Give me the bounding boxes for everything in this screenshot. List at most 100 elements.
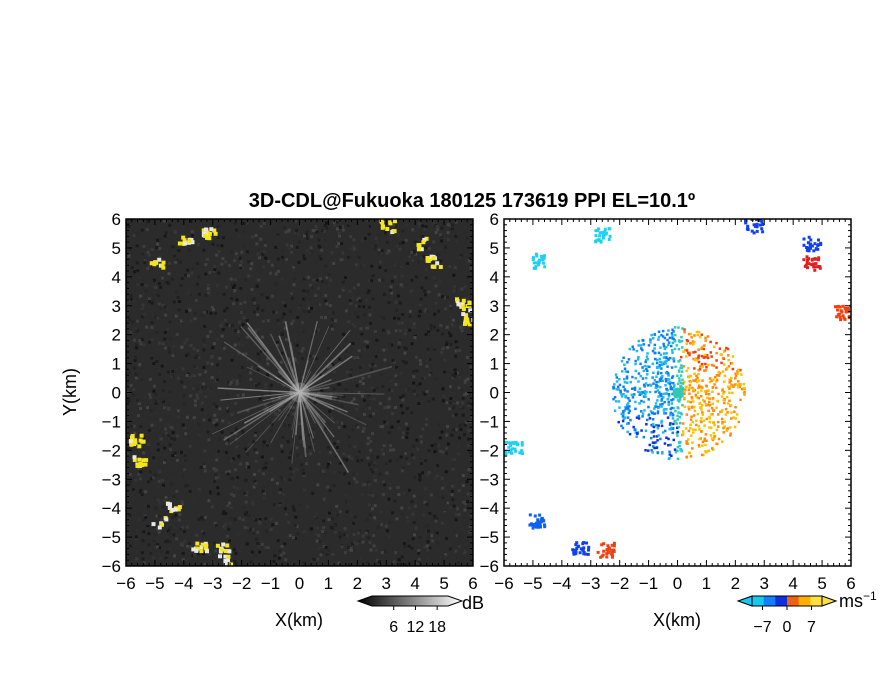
reflectivity-noise-cell [356,425,360,429]
velocity-point [663,400,666,404]
velocity-colorbar-tick-label: 0 [783,619,792,636]
velocity-point [721,422,724,425]
velocity-point [635,432,639,435]
reflectivity-noise-cell [444,470,448,474]
reflectivity-noise-cell [327,549,331,552]
velocity-point [686,438,690,441]
reflectivity-noise-cell [180,502,184,506]
reflectivity-noise-cell [360,450,364,454]
reflectivity-noise-cell [349,346,353,350]
reflectivity-noise-cell [186,352,190,356]
reflectivity-noise-cell [174,513,178,517]
reflectivity-noise-cell [446,238,450,241]
velocity-point [709,351,712,354]
velocity-cluster-point [507,445,511,449]
velocity-point [667,357,670,361]
reflectivity-noise-cell [244,278,248,282]
reflectivity-noise-cell [404,452,408,456]
velocity-point [734,377,737,380]
velocity-point [633,428,636,432]
reflectivity-x-tick-label: 4 [410,574,419,593]
reflectivity-noise-cell [382,493,386,497]
velocity-point [667,444,670,447]
reflectivity-noise-cell [230,297,234,300]
velocity-x-tick-label: 4 [788,574,797,593]
velocity-point [642,343,645,346]
reflectivity-noise-cell [412,249,416,253]
reflectivity-noise-cell [356,283,360,287]
reflectivity-noise-cell [348,299,352,303]
reflectivity-noise-cell [374,330,377,333]
reflectivity-noise-cell [446,223,450,227]
reflectivity-ray [270,392,300,444]
reflectivity-noise-cell [265,296,269,300]
reflectivity-noise-cell [219,324,223,328]
reflectivity-noise-cell [258,550,262,554]
reflectivity-noise-cell [209,390,213,394]
reflectivity-noise-cell [154,506,158,510]
reflectivity-noise-cell [466,492,470,496]
velocity-point [720,361,723,365]
reflectivity-noise-cell [194,298,198,302]
velocity-cluster-point [504,453,508,457]
reflectivity-noise-cell [263,250,266,254]
reflectivity-noise-cell [376,455,380,459]
reflectivity-noise-cell [189,319,193,323]
reflectivity-noise-cell [454,549,458,553]
reflectivity-noise-cell [450,433,454,437]
reflectivity-noise-cell [423,392,427,396]
velocity-y-tick-label: 4 [490,268,499,287]
reflectivity-highlight-cell [223,549,228,553]
reflectivity-noise-cell [403,563,407,566]
velocity-point [684,427,688,430]
velocity-point [653,343,657,347]
reflectivity-noise-cell [275,521,279,525]
reflectivity-noise-cell [133,270,137,274]
reflectivity-noise-cell [282,551,286,555]
velocity-cluster-point [612,541,616,545]
velocity-cluster-point [516,442,520,446]
reflectivity-noise-cell [194,544,198,548]
reflectivity-noise-cell [463,381,467,385]
reflectivity-noise-cell [255,248,259,252]
reflectivity-noise-cell [224,260,228,264]
reflectivity-noise-cell [246,250,249,254]
reflectivity-noise-cell [261,489,265,493]
reflectivity-noise-cell [360,332,364,336]
reflectivity-noise-cell [264,256,268,260]
reflectivity-noise-cell [175,458,179,462]
reflectivity-noise-cell [283,542,287,546]
reflectivity-noise-cell [329,364,333,368]
reflectivity-noise-cell [325,221,328,225]
reflectivity-noise-cell [302,254,305,258]
reflectivity-noise-cell [157,514,161,518]
reflectivity-noise-cell [407,387,411,391]
reflectivity-noise-cell [422,390,426,394]
reflectivity-noise-cell [189,344,193,348]
reflectivity-noise-cell [400,321,404,325]
reflectivity-noise-cell [295,446,299,450]
reflectivity-noise-cell [209,311,213,315]
reflectivity-noise-cell [455,477,459,481]
velocity-cluster-point [753,224,757,228]
velocity-point [710,363,714,367]
reflectivity-noise-cell [127,371,131,375]
reflectivity-highlight-cell [431,256,436,261]
velocity-point [640,392,643,396]
velocity-cluster-point [813,268,817,272]
reflectivity-noise-cell [152,539,156,543]
reflectivity-ray [299,391,333,401]
velocity-point [676,430,680,434]
reflectivity-noise-cell [130,266,134,270]
velocity-point [623,388,627,391]
reflectivity-noise-cell [445,342,449,346]
reflectivity-noise-cell [221,328,225,332]
reflectivity-noise-cell [327,283,331,286]
velocity-point [664,377,668,381]
velocity-point [706,396,709,400]
reflectivity-noise-cell [198,400,202,404]
reflectivity-noise-cell [128,544,132,548]
reflectivity-noise-cell [171,431,175,435]
reflectivity-noise-cell [386,405,390,409]
reflectivity-noise-cell [143,561,146,564]
